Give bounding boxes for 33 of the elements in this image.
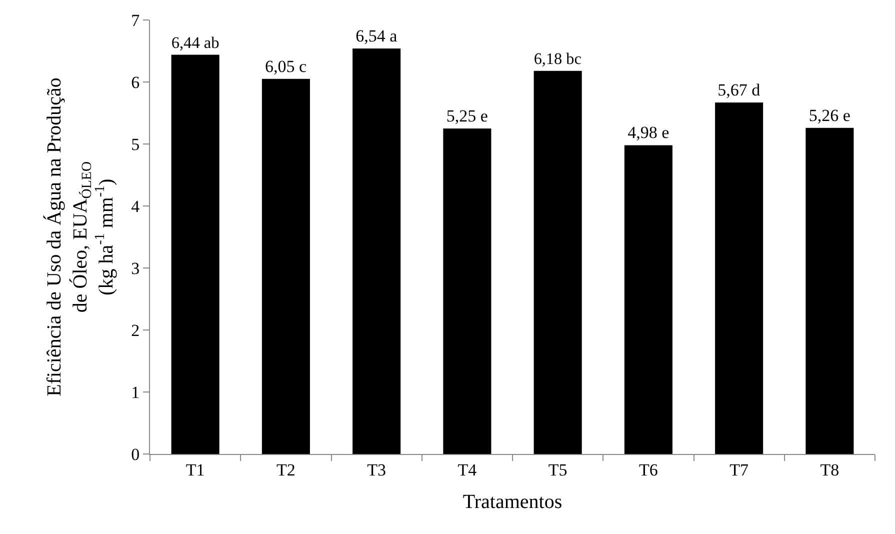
bar [171,54,220,454]
x-tick-label: T5 [548,460,568,480]
y-tick-label: 5 [131,134,140,154]
bar [624,145,672,454]
x-tick-label: T3 [367,460,386,480]
x-tick-label: T8 [820,460,840,480]
data-label: 6,18 bc [534,51,582,68]
bar [534,70,582,454]
y-tick-label: 3 [131,258,140,278]
data-label: 6,44 ab [171,32,220,52]
x-tick-label: T1 [186,460,205,480]
y-tick-label: 6 [131,72,140,92]
y-tick-label: 2 [131,320,140,340]
data-label: 6,54 a [356,26,398,46]
bar [262,78,310,454]
bar [443,128,492,454]
bar [715,102,764,454]
y-tick-label: 1 [131,382,140,402]
bar [806,128,854,454]
x-tick-label: T2 [276,460,296,480]
bar [352,48,401,454]
y-tick-label: 7 [131,10,140,30]
x-tick-label: T6 [638,460,658,480]
x-tick-label: T4 [458,460,478,480]
y-tick-label: 4 [131,196,140,216]
data-label: 6,05 c [264,56,307,76]
data-label: 4,98 e [628,123,670,142]
y-tick-label: 0 [131,444,140,464]
data-label: 5,26 e [808,106,850,125]
data-label: 5,25 e [446,106,488,126]
data-label: 5,67 d [718,80,761,100]
x-tick-label: T7 [730,460,749,480]
x-axis-title: Tratamentos [462,490,562,513]
